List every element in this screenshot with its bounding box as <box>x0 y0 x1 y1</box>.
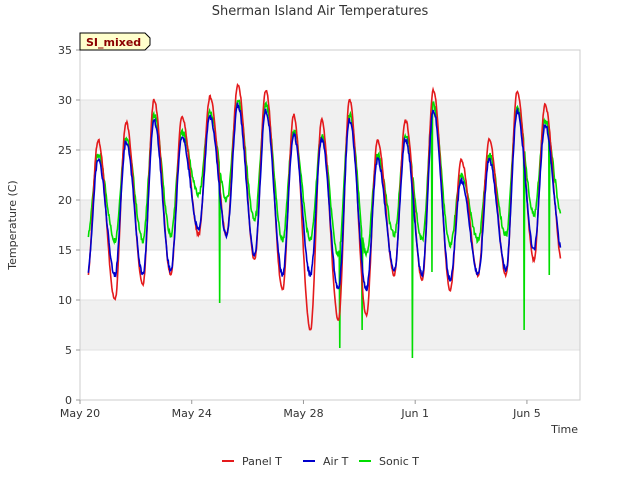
y-axis: 0 5 10 15 20 25 30 35 <box>58 44 80 407</box>
site-badge: SI_mixed <box>79 32 151 51</box>
x-tick-label: Jun 5 <box>512 407 541 420</box>
y-tick-label: 10 <box>58 294 72 307</box>
chart-title: Sherman Island Air Temperatures <box>212 4 429 19</box>
legend-label: Panel T <box>242 455 282 468</box>
y-tick-label: 25 <box>58 144 72 157</box>
x-tick-label: May 28 <box>283 407 323 420</box>
legend: Panel T Air T Sonic T <box>222 455 419 468</box>
legend-label: Air T <box>323 455 349 468</box>
site-badge-text: SI_mixed <box>86 36 141 49</box>
y-tick-label: 5 <box>65 344 72 357</box>
y-tick-label: 0 <box>65 394 72 407</box>
y-tick-label: 35 <box>58 44 72 57</box>
grid-band <box>80 300 580 350</box>
y-axis-label: Temperature (C) <box>6 180 19 270</box>
legend-label: Sonic T <box>379 455 419 468</box>
site-badge-box <box>79 32 151 51</box>
x-tick-label: May 24 <box>172 407 212 420</box>
x-tick-label: Jun 1 <box>400 407 429 420</box>
y-tick-label: 20 <box>58 194 72 207</box>
grid-band <box>80 100 580 150</box>
y-tick-label: 15 <box>58 244 72 257</box>
plot-frame <box>79 49 581 401</box>
x-axis: May 20 May 24 May 28 Jun 1 Jun 5 <box>60 400 541 420</box>
series-line-air-t <box>87 102 562 292</box>
x-tick-label: May 20 <box>60 407 100 420</box>
y-tick-label: 30 <box>58 94 72 107</box>
series-layer <box>87 82 562 359</box>
x-axis-label: Time <box>550 423 578 436</box>
